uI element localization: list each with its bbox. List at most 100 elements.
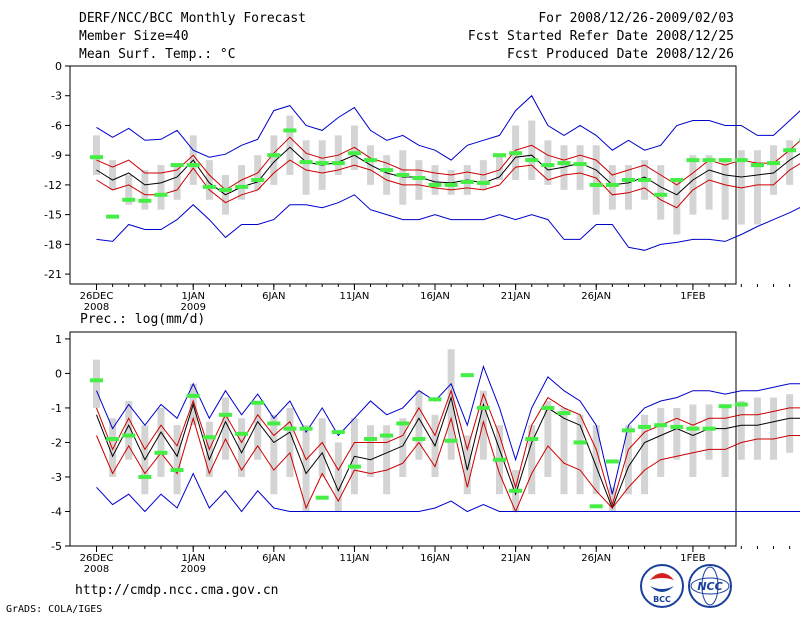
series-ensemble-mean-line — [96, 395, 800, 510]
observed-marker — [186, 163, 200, 168]
observed-marker — [412, 175, 426, 180]
observed-marker — [283, 426, 297, 431]
observed-marker — [541, 405, 555, 410]
observed-marker — [621, 428, 635, 433]
y-tick-label: 1 — [55, 333, 62, 346]
iqr-box — [592, 145, 600, 215]
observed-marker — [251, 400, 265, 405]
start-date: Fcst Started Refer Date 2008/12/25 — [467, 29, 734, 44]
iqr-box — [657, 165, 665, 220]
observed-marker — [428, 397, 442, 402]
observed-marker — [138, 198, 152, 203]
x-tick-label: 11JAN — [340, 291, 370, 302]
series-lower-band-line — [96, 159, 800, 209]
observed-marker — [106, 437, 120, 441]
observed-marker — [638, 177, 652, 182]
observed-marker — [573, 162, 587, 167]
iqr-box — [673, 407, 681, 460]
observed-marker — [605, 459, 619, 464]
observed-marker — [541, 163, 555, 168]
chart-title: DERF/NCC/BCC Monthly Forecast — [79, 11, 306, 26]
y-tick-label: -3 — [51, 471, 62, 484]
source-url[interactable]: http://cmdp.ncc.cma.gov.cn — [75, 583, 279, 598]
iqr-box — [173, 425, 181, 495]
iqr-box — [496, 155, 503, 180]
observed-marker — [783, 148, 797, 153]
iqr-box — [254, 401, 262, 460]
iqr-box — [431, 165, 439, 195]
observed-marker — [493, 153, 506, 158]
observed-marker — [331, 430, 345, 435]
x-tick-label: 11JAN — [340, 553, 370, 564]
observed-marker — [654, 423, 668, 428]
iqr-box — [286, 407, 294, 477]
x-tick-label: 1JAN — [181, 291, 204, 302]
observed-marker — [509, 488, 523, 493]
y-tick-label: -6 — [51, 119, 62, 132]
observed-marker — [251, 177, 265, 182]
iqr-box — [270, 135, 278, 185]
iqr-box — [592, 425, 600, 495]
observed-marker — [444, 182, 458, 187]
y-tick-label: 0 — [55, 60, 62, 73]
bcc-logo-text: BCC — [653, 595, 671, 604]
forecast-period: For 2008/12/26-2009/02/03 — [538, 11, 734, 26]
iqr-box — [318, 418, 326, 477]
observed-marker — [589, 182, 603, 187]
iqr-box — [753, 150, 761, 225]
observed-marker — [364, 437, 378, 441]
observed-marker — [589, 504, 603, 509]
observed-marker — [509, 151, 523, 156]
observed-marker — [170, 163, 184, 168]
iqr-box — [786, 394, 794, 453]
iqr-box — [689, 404, 697, 477]
iqr-box — [93, 359, 100, 408]
observed-marker — [573, 440, 587, 445]
iqr-box — [367, 425, 375, 477]
iqr-box — [770, 145, 778, 195]
iqr-box — [125, 401, 133, 460]
x-tick-label: 16JAN — [420, 553, 450, 564]
iqr-box — [705, 404, 713, 460]
observed-marker — [444, 438, 458, 443]
series-ensemble-min-line — [96, 472, 800, 513]
observed-marker — [412, 437, 426, 441]
x-tick-label: 6JAN — [262, 291, 285, 302]
variable-label: Mean Surf. Temp.: °C — [79, 47, 236, 62]
iqr-box — [608, 487, 616, 512]
y-tick-label: -1 — [51, 402, 62, 415]
iqr-box — [544, 140, 552, 185]
observed-marker — [718, 404, 732, 409]
observed-marker — [670, 424, 684, 429]
y-tick-label: -2 — [51, 436, 62, 449]
observed-marker — [718, 158, 732, 163]
iqr-box — [125, 175, 133, 205]
observed-marker — [638, 424, 652, 429]
iqr-box — [770, 397, 778, 460]
member-size: Member Size=40 — [79, 29, 189, 44]
observed-marker — [380, 433, 394, 438]
observed-marker — [235, 184, 249, 189]
y-tick-label: -12 — [44, 179, 62, 192]
observed-marker — [605, 182, 619, 187]
observed-marker — [493, 457, 506, 462]
observed-marker — [347, 151, 361, 156]
iqr-box — [689, 155, 697, 215]
produced-date: Fcst Produced Date 2008/12/26 — [507, 47, 734, 62]
observed-marker — [267, 153, 281, 158]
series-ensemble-max-line — [96, 94, 800, 161]
observed-marker — [315, 161, 329, 166]
observed-marker — [122, 433, 136, 438]
iqr-box — [737, 150, 745, 225]
iqr-box — [109, 418, 117, 477]
observed-marker — [154, 450, 168, 455]
observed-marker — [396, 421, 410, 426]
y-tick-label: -4 — [51, 505, 62, 518]
observed-marker — [750, 163, 764, 168]
observed-marker — [670, 177, 684, 182]
observed-marker — [654, 192, 668, 197]
x-tick-year: 2008 — [84, 564, 109, 575]
iqr-box — [141, 170, 149, 210]
